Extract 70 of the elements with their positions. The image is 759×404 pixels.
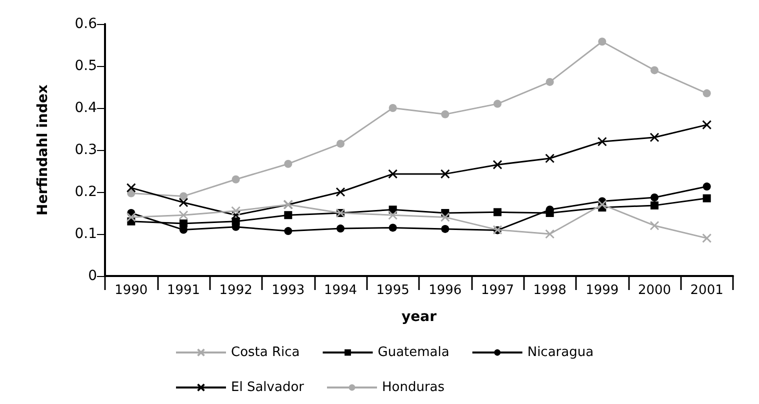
point	[597, 200, 607, 210]
legend-label: El Salvador	[231, 380, 305, 395]
x-tick-label: 1996	[428, 283, 462, 298]
point	[232, 175, 240, 184]
point	[545, 154, 555, 164]
point	[494, 208, 502, 216]
point	[702, 182, 711, 191]
point	[650, 66, 658, 74]
point	[178, 198, 188, 208]
point	[440, 169, 450, 179]
x-tick-label: 1995	[376, 283, 410, 298]
point	[441, 224, 450, 233]
point	[126, 212, 136, 222]
point	[597, 136, 607, 146]
point	[232, 217, 240, 226]
point	[231, 210, 241, 220]
legend-label: Costa Rica	[231, 345, 300, 360]
point	[388, 104, 397, 112]
y-tick-label: 0.1	[74, 226, 97, 242]
x-tick-label: 1990	[114, 283, 148, 298]
y-tick-label: 0.3	[74, 142, 97, 158]
point	[336, 140, 344, 148]
legend-label: Honduras	[382, 380, 445, 395]
point	[388, 169, 398, 179]
point	[546, 209, 554, 217]
point	[441, 110, 450, 118]
y-tick-label: 0.5	[74, 58, 97, 74]
point	[284, 211, 292, 220]
x-tick-label: 1997	[480, 283, 514, 298]
point	[284, 160, 292, 168]
point	[702, 120, 712, 130]
point	[284, 227, 292, 236]
y-tick-label: 0	[88, 268, 97, 284]
point	[650, 193, 658, 202]
y-tick-label: 0.4	[74, 100, 98, 116]
point	[126, 183, 136, 193]
point	[494, 100, 502, 108]
point	[336, 187, 346, 197]
point	[178, 210, 188, 220]
y-tick-label: 0.2	[74, 184, 97, 200]
legend-label: Guatemala	[378, 345, 450, 360]
point	[702, 233, 712, 243]
legend-label: Nicaragua	[527, 345, 594, 360]
y-tick-label: 0.6	[74, 16, 98, 32]
x-tick-label: 2000	[638, 283, 672, 298]
point	[440, 212, 450, 222]
y-axis-title: Herfindahl index	[35, 84, 51, 216]
x-tick-label: 1998	[533, 283, 566, 298]
x-tick-label: 1994	[324, 283, 358, 298]
point	[336, 224, 344, 233]
point	[492, 160, 502, 170]
x-tick-label: 2001	[690, 283, 724, 298]
x-tick-label: 1999	[586, 283, 619, 298]
point	[388, 224, 397, 232]
point	[650, 201, 658, 210]
point	[545, 229, 555, 239]
point	[546, 78, 554, 86]
point	[388, 210, 398, 220]
point	[650, 220, 660, 230]
point	[231, 206, 241, 216]
point	[180, 192, 188, 200]
x-tick-label: 1993	[272, 283, 305, 298]
x-axis-title: year	[402, 309, 437, 325]
point	[650, 132, 660, 142]
x-tick-label: 1991	[166, 283, 200, 298]
point	[702, 89, 711, 98]
point	[180, 220, 188, 228]
point	[702, 194, 711, 202]
point	[598, 38, 606, 46]
x-tick-label: 1992	[219, 283, 252, 298]
